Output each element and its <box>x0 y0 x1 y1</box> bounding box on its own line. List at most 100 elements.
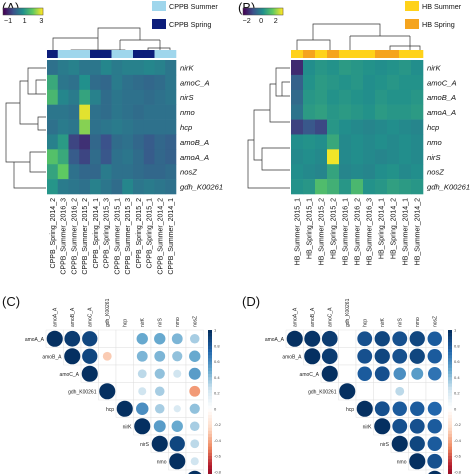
colorbar-segment <box>208 370 212 375</box>
corr-grid-cell <box>425 382 444 401</box>
color-key-segment <box>251 8 253 15</box>
column-annotation <box>351 50 364 58</box>
corr-circle <box>46 330 63 347</box>
corr-row-label: nirS <box>380 442 390 448</box>
heatmap-cell <box>387 74 400 91</box>
corr-circle <box>137 369 147 379</box>
heatmap-cell <box>339 89 352 105</box>
column-annotation <box>100 50 112 58</box>
corr-column-label: amoB_A <box>310 307 316 327</box>
colorbar-segment <box>208 459 212 463</box>
corr-row-label: hcp <box>346 407 354 413</box>
color-key-segment <box>15 8 17 15</box>
column-label: CPPB_Spring_2015_3 <box>104 198 111 269</box>
heatmap-cell <box>68 89 80 105</box>
color-key-segment <box>25 8 27 15</box>
colorbar-segment <box>448 380 452 384</box>
corr-circle <box>393 367 406 380</box>
colorbar-segment <box>448 402 452 406</box>
corr-circle <box>409 453 426 470</box>
corr-circle <box>357 331 373 347</box>
corr-column-label: gdh_K00261 <box>345 298 351 327</box>
column-annotation <box>111 50 123 58</box>
panel-d: (D)amoA_A amoB_A amoC_A gdh_K00261 hcp nirK ni… <box>242 294 462 474</box>
heatmap-cell <box>411 89 424 105</box>
legend-label-summer: CPPB Summer <box>169 2 218 11</box>
corr-column-label: hcp <box>362 319 368 327</box>
corr-column-label: nirS <box>397 317 403 327</box>
heatmap-cell <box>339 164 352 180</box>
colorbar-segment <box>208 465 212 469</box>
color-key-segment <box>264 8 266 15</box>
heatmap-cell <box>375 179 388 195</box>
colorbar-segment <box>208 374 212 378</box>
color-key-segment <box>40 8 42 15</box>
colorbar-segment <box>208 471 212 474</box>
heatmap-cell <box>47 164 59 180</box>
heatmap-cell <box>339 179 352 195</box>
color-key-segment <box>270 8 272 15</box>
color-key-segment <box>41 8 43 15</box>
corr-circle <box>428 367 442 381</box>
corr-circle <box>154 403 165 414</box>
column-label: CPPB_Spring_2014_2 <box>50 198 57 269</box>
colorbar-segment <box>448 364 452 369</box>
heatmap-cell <box>387 164 400 180</box>
heatmap-cell <box>143 104 155 120</box>
heatmap-cell <box>154 74 166 91</box>
heatmap-cell <box>57 119 69 135</box>
corr-circle <box>392 331 408 347</box>
heatmap-cell <box>122 134 134 150</box>
corr-circle <box>188 470 202 474</box>
heatmap-cell <box>303 149 316 165</box>
colorbar-segment <box>448 339 452 343</box>
corr-row-label: amoA_A <box>265 337 285 343</box>
corr-column-label: amoC_A <box>327 307 333 327</box>
color-key-tick: 0 <box>259 16 263 25</box>
heatmap-cell <box>327 104 340 120</box>
color-key-segment <box>265 8 267 15</box>
heatmap-cell <box>351 74 364 91</box>
colorbar-segment <box>448 374 452 378</box>
color-key-segment <box>19 8 21 15</box>
color-key-segment <box>245 8 247 15</box>
colorbar-segment <box>208 405 212 410</box>
corr-circle <box>64 348 81 365</box>
heatmap-cell <box>327 74 340 91</box>
column-dendrogram <box>296 23 421 56</box>
heatmap-cell <box>375 134 388 150</box>
colorbar-segment <box>448 352 452 356</box>
column-label: HB_Summer_2016_2 <box>355 198 362 265</box>
color-key-segment <box>243 8 245 15</box>
corr-row-label: hcp <box>106 407 114 413</box>
colorbar-segment <box>448 386 452 391</box>
corr-circle <box>188 367 201 380</box>
heatmap-cell <box>122 89 134 105</box>
heatmap-cell <box>339 119 352 135</box>
corr-circle <box>116 400 133 417</box>
column-label: HB_Summer_2014_1 <box>403 198 410 265</box>
heatmap-cell <box>165 74 177 91</box>
corr-circle <box>189 350 201 362</box>
colorbar-segment <box>448 348 452 353</box>
corr-circle <box>427 401 442 416</box>
colorbar-segment <box>448 333 452 337</box>
row-label: nirK <box>427 63 441 72</box>
color-key-tick: −2 <box>243 16 251 25</box>
heatmap-cell <box>133 164 145 180</box>
colorbar-segment <box>208 424 212 428</box>
colorbar-segment <box>208 437 212 441</box>
heatmap-cell <box>90 74 102 91</box>
column-label: CPPB_Spring_2015_2 <box>136 198 143 269</box>
color-key-segment <box>246 8 248 15</box>
corr-row-label: nmo <box>397 459 407 465</box>
column-label: HB_Summer_2016_1 <box>343 198 350 265</box>
heatmap-cell <box>47 104 59 120</box>
colorbar-segment <box>448 393 452 397</box>
color-key-segment <box>34 8 36 15</box>
column-label: CPPB_Summer_2016_2 <box>71 198 78 275</box>
heatmap-cell <box>100 89 112 105</box>
color-key-segment <box>27 8 29 15</box>
corr-grid-cell <box>115 329 134 348</box>
colorbar-segment <box>208 361 212 365</box>
